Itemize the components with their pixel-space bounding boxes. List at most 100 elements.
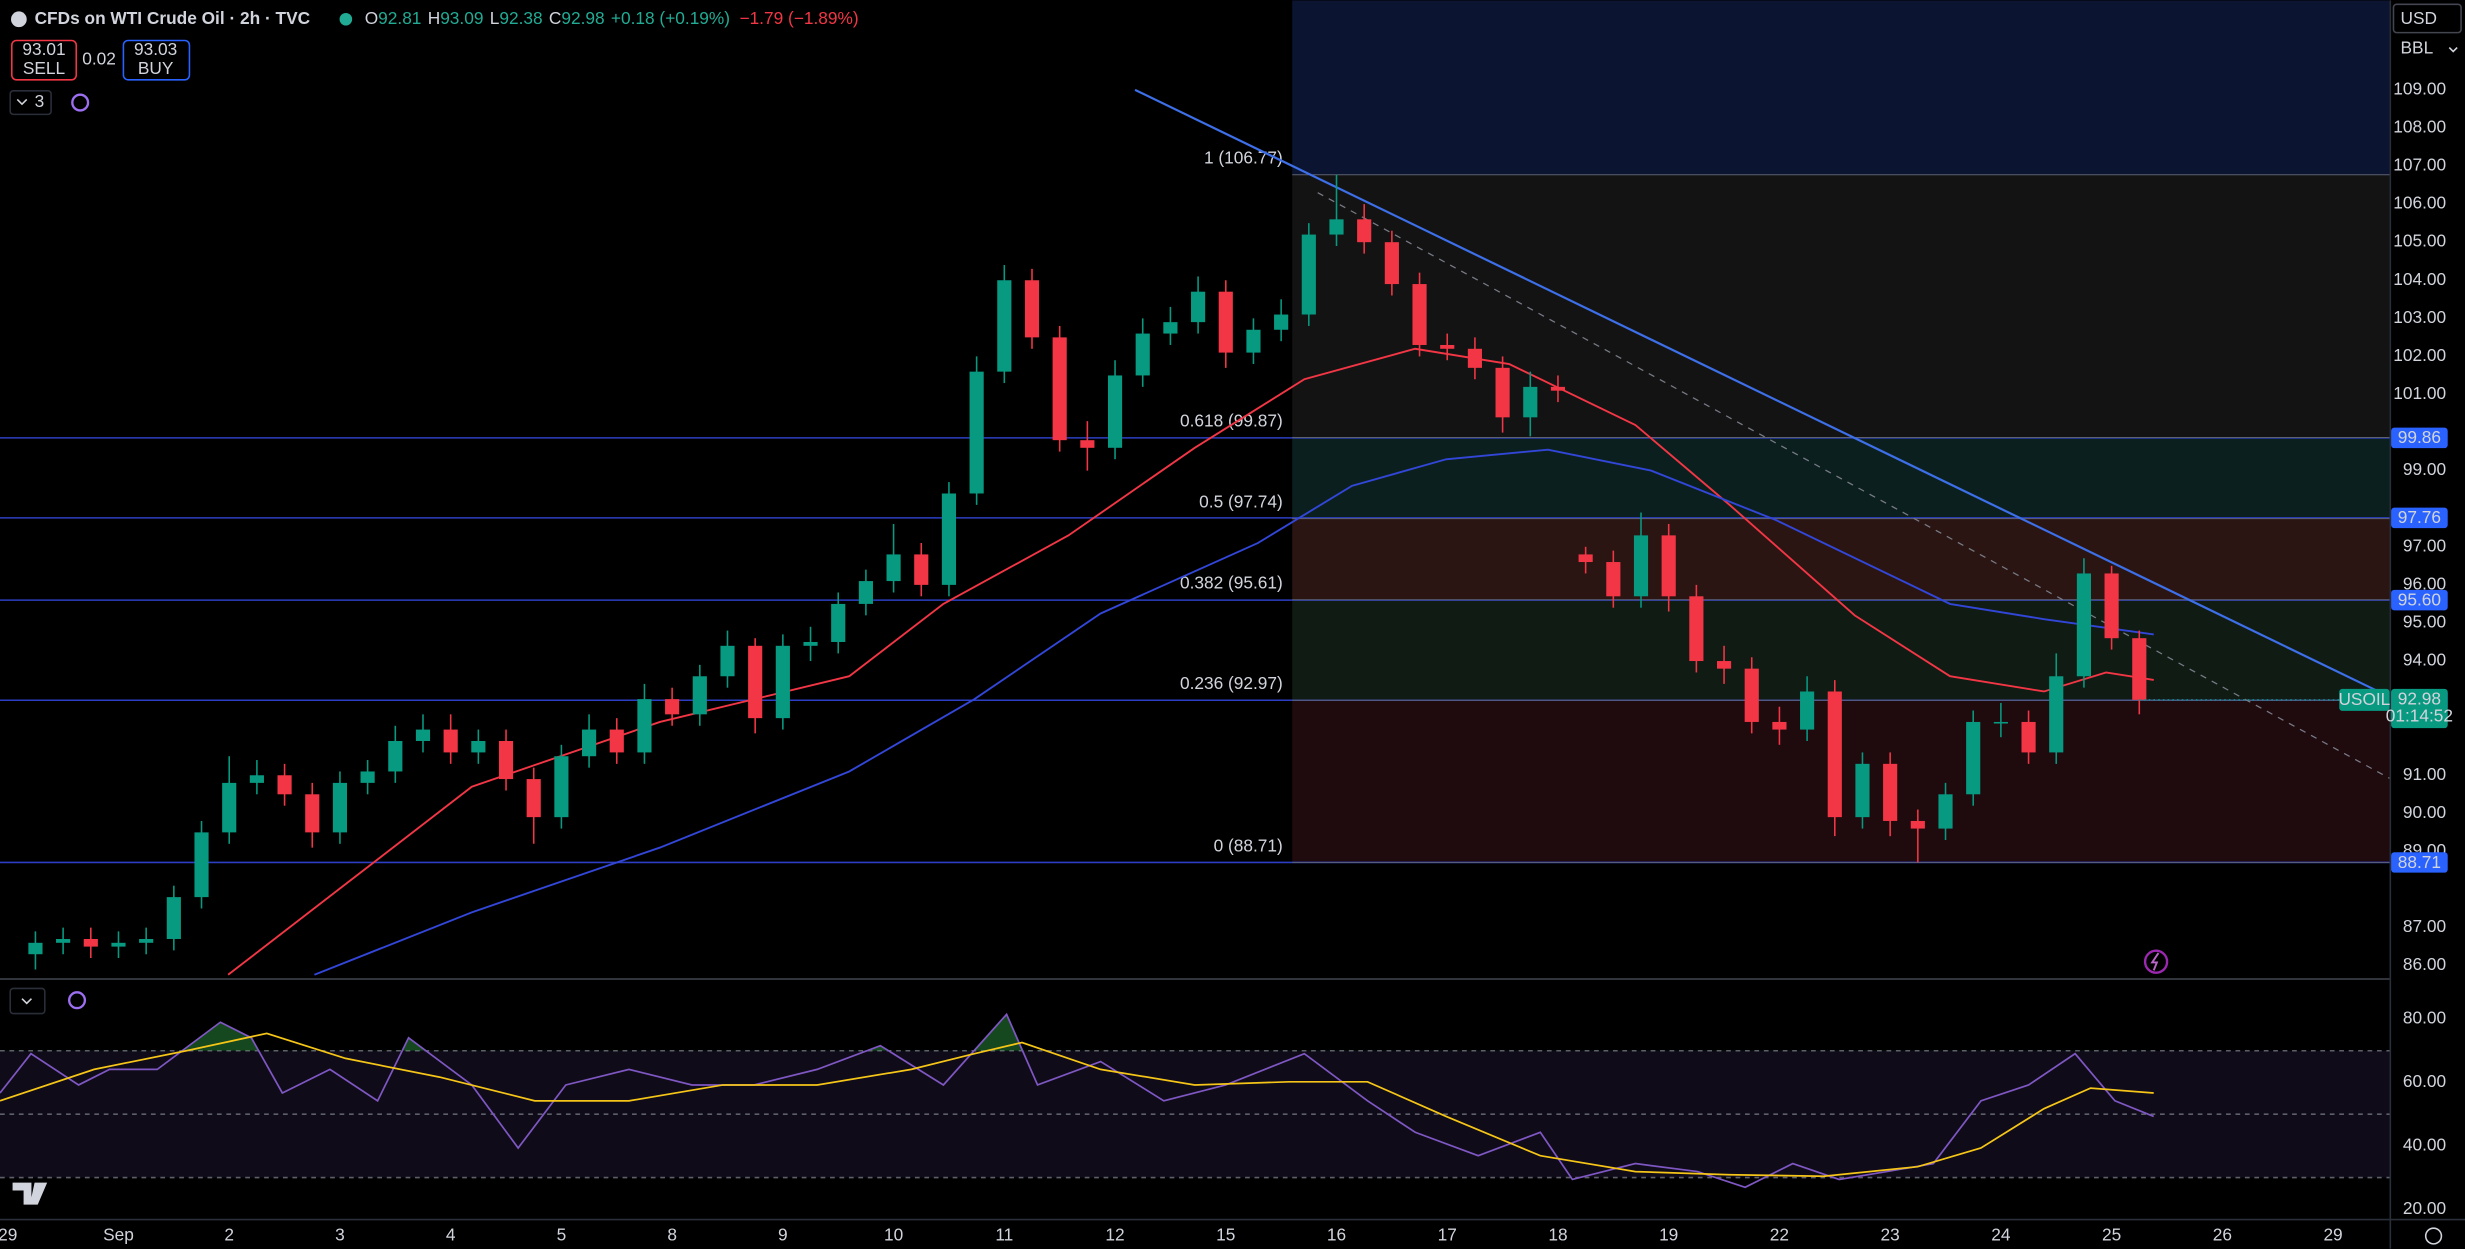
axes: 99.8697.7695.6092.9788.71USOIL92.9801:14…: [0, 427, 2453, 1244]
candle-body: [831, 603, 846, 642]
y-tick-label: 107.00: [2393, 155, 2446, 175]
candle-body: [1135, 333, 1150, 376]
candle-body: [554, 756, 569, 818]
candle-body: [2076, 573, 2092, 677]
y-tick-label: 91.00: [2403, 764, 2446, 784]
market-status: [339, 12, 353, 26]
candle-body: [1163, 322, 1178, 334]
ohlc-key: C: [549, 8, 561, 28]
buy-price[interactable]: 93.03: [134, 39, 177, 59]
indicator-count[interactable]: 3: [35, 91, 45, 111]
candle-body: [1301, 234, 1316, 315]
ohlc-key: O: [365, 8, 378, 28]
x-tick-label: 12: [1105, 1225, 1124, 1245]
candle-body: [748, 645, 763, 719]
moving-average: [314, 448, 2154, 976]
alert-icon[interactable]: [2143, 949, 2169, 974]
x-tick-label: 19: [1659, 1225, 1678, 1245]
chevron: [16, 98, 28, 106]
symbol-icon[interactable]: [11, 11, 27, 28]
sell-price[interactable]: 93.01: [22, 39, 65, 59]
ohlc-value: 92.81: [378, 8, 421, 28]
sync-icon[interactable]: [67, 991, 87, 1010]
candle-body: [194, 832, 209, 898]
candle-body: [1523, 386, 1538, 418]
candle-body: [1107, 375, 1123, 448]
candle-body: [1744, 668, 1759, 722]
buy-label[interactable]: BUY: [138, 58, 174, 78]
fib-zone: [1292, 599, 2390, 701]
candle-body: [415, 729, 431, 741]
y-tick-label: 102.00: [2393, 345, 2446, 365]
rsi-tick-label: 80.00: [2403, 1008, 2446, 1028]
candle-body: [1661, 535, 1676, 597]
chevron: [21, 998, 32, 1005]
candle-body: [997, 280, 1012, 372]
candle-body: [803, 641, 818, 646]
symbol-label: USOIL: [2338, 689, 2390, 709]
last-price-label-bg: [2391, 688, 2448, 729]
indicator-toggle[interactable]: [9, 89, 52, 116]
unit[interactable]: BBL: [2401, 38, 2434, 58]
candle-body: [914, 554, 929, 585]
candle-body: [277, 775, 292, 795]
candle-body: [969, 371, 984, 494]
x-tick-label: 2: [224, 1225, 234, 1245]
candle-body: [139, 938, 154, 943]
fib-label: 0.236 (92.97): [1180, 673, 1283, 693]
x-tick-label: 25: [2102, 1225, 2121, 1245]
rsi-tick-label: 20.00: [2403, 1198, 2446, 1218]
candle-body: [28, 942, 43, 955]
candle-body: [360, 771, 375, 783]
sell-button[interactable]: [11, 39, 78, 81]
candle-body: [249, 775, 264, 783]
ohlc: O92.81 H93.09 L92.38 C92.98 +0.18 (+0.19%) −1…: [365, 8, 859, 28]
candle-body: [1689, 596, 1704, 662]
candle-body: [388, 740, 403, 772]
candle-body: [83, 938, 98, 947]
fib-zone: [1292, 174, 2390, 438]
price-line-label: 88.71: [2398, 852, 2441, 872]
candle-body: [471, 740, 486, 753]
candle-body: [1910, 820, 1925, 829]
settings-icon[interactable]: [2424, 1227, 2443, 1245]
currency-select[interactable]: [2392, 3, 2462, 34]
spread: 0.02: [82, 49, 116, 69]
y-tick-label: 106.00: [2393, 193, 2446, 213]
price-line-label-bg: [2391, 507, 2448, 529]
y-tick-label: 95.00: [2403, 612, 2446, 632]
candle-body: [1993, 721, 2008, 724]
symbol-title[interactable]: CFDs on WTI Crude Oil · 2h · TVC: [35, 8, 311, 28]
tv-logo[interactable]: [12, 1182, 48, 1205]
x-tick-label: 9: [778, 1225, 788, 1245]
candle-body: [2021, 721, 2036, 753]
rsi-toggle[interactable]: [9, 987, 46, 1015]
currency[interactable]: USD: [2401, 8, 2438, 28]
x-tick-label: 18: [1548, 1225, 1567, 1245]
ohlc-key: H: [428, 8, 440, 28]
fib-label: 1 (106.77): [1204, 148, 1283, 168]
buy-button[interactable]: [122, 39, 191, 81]
candle-body: [1827, 691, 1842, 818]
candle-body: [1800, 691, 1815, 730]
candle-body: [858, 581, 873, 604]
candle-body: [443, 729, 458, 753]
price-pane-back: [0, 0, 2390, 864]
rsi-tick-label: 60.00: [2403, 1071, 2446, 1091]
last-price-label: 92.98: [2398, 688, 2441, 708]
candle-body: [1218, 291, 1233, 353]
x-tick-label: 5: [557, 1225, 567, 1245]
candle-body: [1274, 314, 1289, 330]
candle-body: [111, 942, 126, 947]
price-line-label-bg: [2391, 589, 2448, 611]
candle-body: [2049, 676, 2064, 753]
candle-body: [332, 782, 348, 833]
candle-body: [1716, 661, 1732, 669]
candle-body: [609, 729, 624, 753]
candle-body: [720, 645, 735, 677]
sell-label[interactable]: SELL: [23, 58, 66, 78]
y-tick-label: 86.00: [2403, 954, 2446, 974]
sync-icon[interactable]: [71, 93, 90, 112]
candle-body: [1495, 367, 1510, 418]
